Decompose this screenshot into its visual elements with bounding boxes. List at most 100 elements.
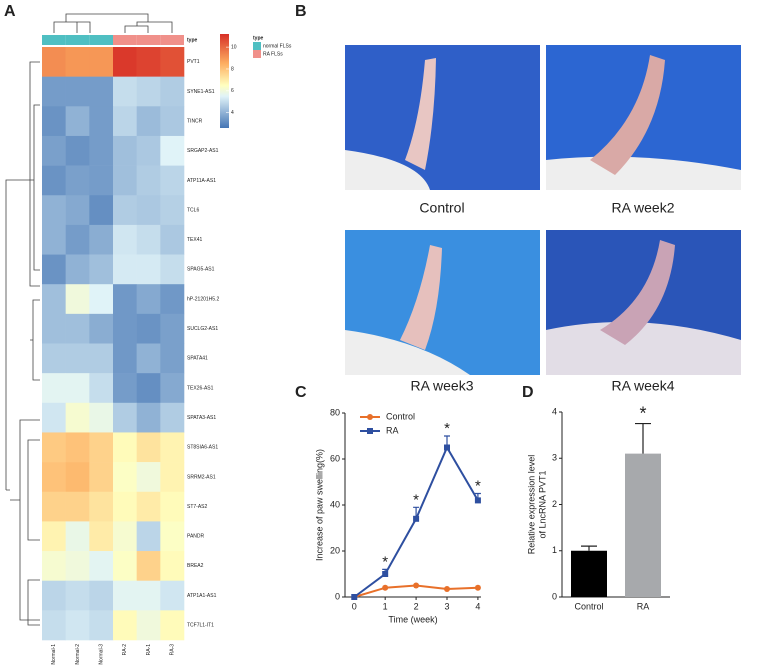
heatmap-cell xyxy=(136,254,161,285)
heatmap-cell xyxy=(113,313,137,344)
y-tick-label: 3 xyxy=(552,453,557,463)
heatmap-cell xyxy=(42,106,66,137)
row-label: SUCLG2-AS1 xyxy=(187,326,218,332)
heatmap-cell xyxy=(160,313,185,344)
y-tick-label: 80 xyxy=(330,407,340,417)
row-label: SRGAP2-AS1 xyxy=(187,148,219,154)
heatmap-cell xyxy=(113,551,137,581)
heatmap-cell xyxy=(42,491,66,522)
colorbar-tick-label: 8 xyxy=(231,66,234,72)
heatmap-cell xyxy=(42,521,66,552)
heatmap-cell xyxy=(65,610,90,641)
heatmap-cell xyxy=(42,47,66,77)
row-label: TEX41 xyxy=(187,237,203,243)
marker xyxy=(351,594,358,600)
heatmap-cell xyxy=(113,47,137,77)
x-tick-label: 3 xyxy=(444,601,449,611)
heatmap-cell xyxy=(42,343,66,374)
heatmap-cell xyxy=(65,254,90,285)
heatmap-cell xyxy=(113,284,137,315)
error-bar xyxy=(581,545,597,551)
heatmap-cell xyxy=(136,313,161,344)
heatmap-cell xyxy=(89,402,114,433)
heatmap-cell xyxy=(160,195,185,226)
heatmap-cell xyxy=(136,165,161,196)
heatmap-cell xyxy=(42,254,66,285)
heatmap-cell xyxy=(89,165,114,196)
heatmap-cell xyxy=(65,284,90,315)
heatmap-cell xyxy=(113,165,137,196)
heatmap-cell xyxy=(89,462,114,493)
heatmap-cell xyxy=(113,343,137,374)
legend-swatch xyxy=(253,42,261,50)
marker xyxy=(444,585,450,592)
marker xyxy=(382,571,389,577)
heatmap-cell xyxy=(113,580,137,611)
row-label: BREA2 xyxy=(187,563,204,569)
heatmap-cell xyxy=(136,610,161,641)
heatmap-cell xyxy=(160,254,185,285)
x-axis-label: Time (week) xyxy=(388,614,437,624)
y-tick-label: 0 xyxy=(335,591,340,601)
heatmap-cell xyxy=(160,106,185,137)
row-label: SRRM2-AS1 xyxy=(187,474,216,480)
heatmap-cell xyxy=(89,76,114,107)
heatmap-cell xyxy=(65,491,90,522)
marker xyxy=(474,497,481,504)
annotation-title: type xyxy=(187,37,198,43)
panel-label: B xyxy=(295,3,307,20)
heatmap-cell xyxy=(65,195,90,226)
significance-mark: * xyxy=(639,403,646,423)
y-tick-label: 60 xyxy=(330,453,340,463)
heatmap-cell xyxy=(89,373,114,404)
heatmap-cell xyxy=(136,284,161,315)
heatmap-cell xyxy=(136,580,161,611)
heatmap-cell xyxy=(65,432,90,463)
heatmap-cell xyxy=(89,432,114,463)
heatmap-cell xyxy=(160,462,185,493)
photo xyxy=(345,45,540,190)
heatmap-cell xyxy=(65,402,90,433)
heatmap-cell xyxy=(136,402,161,433)
heatmap-cell xyxy=(160,432,185,463)
heatmap-cell xyxy=(42,165,66,196)
heatmap-cell xyxy=(160,580,185,611)
y-tick-label: 0 xyxy=(552,591,557,601)
heatmap-cell xyxy=(89,610,114,641)
heatmap-cell xyxy=(65,76,90,107)
heatmap-cell xyxy=(160,373,185,404)
colorbar-tick-label: 4 xyxy=(231,110,234,116)
heatmap-cell xyxy=(89,580,114,611)
row-label: ST7-AS2 xyxy=(187,504,208,510)
column-label: RA-1 xyxy=(146,644,152,656)
heatmap-cell xyxy=(136,551,161,581)
annotation-cell xyxy=(89,35,113,45)
significance-mark: * xyxy=(475,477,481,494)
heatmap-cell xyxy=(160,135,185,166)
heatmap-cell xyxy=(160,402,185,433)
heatmap-cell xyxy=(160,343,185,374)
panel-label: D xyxy=(522,384,534,401)
heatmap-cell xyxy=(136,195,161,226)
photo xyxy=(546,230,741,375)
heatmap-cell xyxy=(136,47,161,77)
heatmap-cell xyxy=(65,521,90,552)
heatmap-cell xyxy=(160,284,185,315)
legend-marker xyxy=(367,414,373,420)
heatmap-cell xyxy=(160,165,185,196)
marker xyxy=(474,584,481,591)
row-dendrogram xyxy=(5,61,40,626)
heatmap-cell xyxy=(89,343,114,374)
legend-label: normal FLSs xyxy=(263,43,292,49)
row-label: PANDR xyxy=(187,534,205,540)
annotation-cell xyxy=(160,35,184,45)
heatmap-cell xyxy=(42,462,66,493)
heatmap-cell xyxy=(113,254,137,285)
row-label: TCF7L1-IT1 xyxy=(187,623,214,629)
heatmap-cell xyxy=(160,224,185,255)
heatmap-cell xyxy=(65,313,90,344)
x-tick-label: RA xyxy=(637,601,650,611)
heatmap-cell xyxy=(42,432,66,463)
heatmap-cell xyxy=(89,47,114,77)
significance-mark: * xyxy=(413,491,419,508)
